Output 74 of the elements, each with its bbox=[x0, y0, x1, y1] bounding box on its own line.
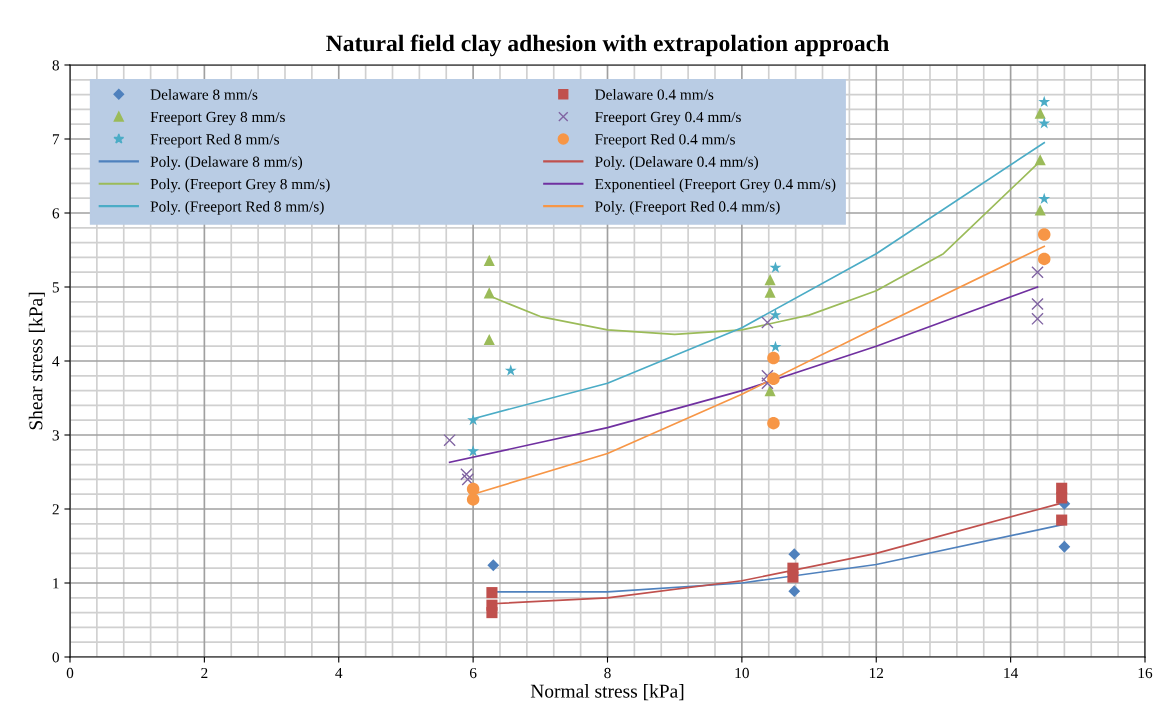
point bbox=[1056, 514, 1068, 526]
legend-label: Poly. (Freeport Red 8 mm/s) bbox=[150, 200, 324, 215]
point bbox=[1034, 107, 1046, 119]
point bbox=[767, 416, 780, 430]
x-axis-title: Normal stress [kPa] bbox=[530, 684, 684, 701]
x-tick-label: 8 bbox=[604, 667, 611, 679]
point bbox=[1056, 492, 1068, 504]
legend-label: Freeport Red 8 mm/s bbox=[150, 133, 279, 148]
y-tick-label: 4 bbox=[52, 356, 60, 367]
y-axis-title: Shear stress [kPa] bbox=[28, 292, 45, 430]
point bbox=[769, 340, 782, 352]
point bbox=[1038, 95, 1051, 108]
point bbox=[764, 385, 776, 397]
point bbox=[443, 433, 456, 447]
point bbox=[1058, 540, 1071, 553]
y-tick-label: 5 bbox=[52, 282, 59, 293]
point bbox=[1038, 117, 1051, 129]
line-series bbox=[448, 286, 1039, 464]
point bbox=[788, 548, 801, 561]
y-tick-label: 3 bbox=[52, 430, 59, 441]
point bbox=[764, 286, 776, 298]
legend-label: Poly. (Delaware 8 mm/s) bbox=[150, 156, 303, 170]
legend-label: Poly. (Freeport Red 0.4 mm/s) bbox=[595, 200, 780, 215]
y-tick-label: 7 bbox=[52, 134, 60, 145]
point bbox=[1034, 154, 1046, 166]
legend-label: Delaware 8 mm/s bbox=[150, 89, 258, 100]
chart-title: Natural field clay adhesion with extrapolation approach bbox=[326, 34, 889, 57]
y-tick-label: 8 bbox=[52, 60, 59, 71]
point bbox=[483, 333, 495, 346]
y-tick-label: 1 bbox=[53, 578, 59, 589]
x-tick-label: 2 bbox=[201, 667, 208, 679]
point bbox=[761, 369, 774, 383]
point bbox=[1034, 204, 1046, 216]
x-tick-label: 10 bbox=[735, 667, 749, 679]
y-tick-label: 6 bbox=[52, 208, 60, 219]
point bbox=[467, 445, 480, 457]
point bbox=[761, 316, 774, 329]
legend-label: Delaware 0.4 mm/s bbox=[595, 89, 714, 100]
point bbox=[1038, 192, 1051, 204]
point bbox=[467, 413, 480, 426]
point bbox=[461, 473, 475, 486]
point bbox=[1031, 312, 1044, 326]
point bbox=[487, 559, 500, 572]
point bbox=[486, 587, 498, 599]
point bbox=[1031, 265, 1044, 279]
legend-label: Poly. (Freeport Grey 8 mm/s) bbox=[150, 178, 330, 193]
point bbox=[1031, 297, 1044, 311]
x-tick-label: 6 bbox=[469, 667, 477, 679]
point bbox=[483, 254, 495, 266]
legend-label: Poly. (Delaware 0.4 mm/s) bbox=[595, 156, 758, 170]
x-tick-label: 12 bbox=[869, 667, 884, 679]
y-tick-label: 0 bbox=[52, 652, 59, 663]
y-tick-label: 2 bbox=[52, 504, 59, 515]
point bbox=[788, 585, 801, 598]
legend-label: Exponentieel (Freeport Grey 0.4 mm/s) bbox=[595, 178, 836, 193]
point bbox=[767, 351, 780, 365]
x-tick-label: 14 bbox=[1004, 667, 1019, 679]
point bbox=[764, 274, 776, 286]
x-tick-label: 4 bbox=[335, 667, 343, 679]
point bbox=[486, 599, 498, 611]
point bbox=[769, 261, 782, 273]
point bbox=[1037, 252, 1051, 266]
point bbox=[1037, 228, 1051, 241]
point bbox=[787, 562, 799, 574]
x-tick-label: 16 bbox=[1138, 667, 1153, 679]
point bbox=[761, 376, 774, 390]
point bbox=[460, 467, 473, 481]
point bbox=[466, 493, 480, 506]
legend-label: Freeport Grey 8 mm/s bbox=[150, 111, 285, 126]
x-tick-label: 0 bbox=[66, 667, 74, 679]
legend-label: Freeport Grey 0.4 mm/s bbox=[595, 111, 741, 126]
point bbox=[504, 364, 517, 376]
point bbox=[767, 372, 780, 386]
legend-label: Freeport Red 0.4 mm/s bbox=[595, 133, 735, 148]
